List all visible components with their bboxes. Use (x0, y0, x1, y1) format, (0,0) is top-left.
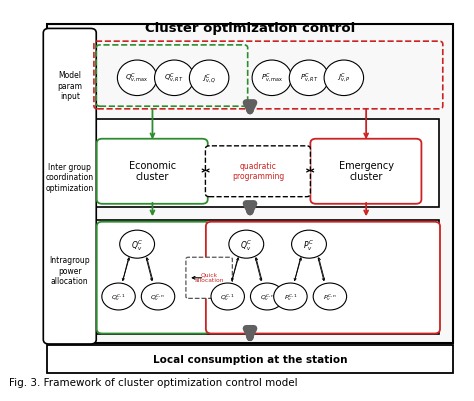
Text: $Q^{C,n}_v$: $Q^{C,n}_v$ (150, 292, 165, 302)
Text: Economic
cluster: Economic cluster (129, 160, 176, 182)
Text: $P^{C,n}_v$: $P^{C,n}_v$ (323, 292, 337, 302)
FancyBboxPatch shape (186, 257, 232, 299)
Ellipse shape (102, 284, 135, 310)
Text: Emergency
cluster: Emergency cluster (338, 160, 393, 182)
Text: $Q^C_v$: $Q^C_v$ (131, 237, 143, 252)
Text: Intragroup
power
allocation: Intragroup power allocation (49, 256, 90, 286)
Text: $P^{C,1}_v$: $P^{C,1}_v$ (283, 292, 297, 302)
Text: $Q^{C,n}_v$: $Q^{C,n}_v$ (260, 292, 275, 302)
FancyBboxPatch shape (205, 146, 310, 197)
Ellipse shape (118, 61, 157, 96)
Ellipse shape (250, 284, 284, 310)
Text: $P^C_v$: $P^C_v$ (303, 237, 315, 252)
Text: $J^C_{v,Q}$: $J^C_{v,Q}$ (202, 72, 216, 85)
Bar (95, 119, 439, 207)
Ellipse shape (120, 231, 155, 259)
Ellipse shape (324, 61, 364, 96)
Ellipse shape (313, 284, 346, 310)
Ellipse shape (252, 61, 292, 96)
Text: $J^C_{v,P}$: $J^C_{v,P}$ (337, 72, 351, 85)
Text: Model
param
input: Model param input (57, 71, 82, 101)
Text: $Q^{C,1}_v$: $Q^{C,1}_v$ (111, 292, 126, 302)
Text: quadratic
programming: quadratic programming (232, 162, 284, 181)
Bar (46, 345, 453, 373)
Text: $P^C_{v,\mathrm{max}}$: $P^C_{v,\mathrm{max}}$ (261, 72, 283, 85)
Text: $Q^C_{v,\mathrm{max}}$: $Q^C_{v,\mathrm{max}}$ (126, 72, 149, 85)
Ellipse shape (229, 231, 264, 259)
FancyBboxPatch shape (43, 29, 96, 344)
Bar (95, 220, 439, 334)
Text: Cluster optimization control: Cluster optimization control (145, 22, 355, 35)
Ellipse shape (292, 231, 327, 259)
Text: $Q^{C,1}_v$: $Q^{C,1}_v$ (220, 292, 235, 302)
FancyBboxPatch shape (97, 222, 210, 334)
Text: $Q^C_{v,RT}$: $Q^C_{v,RT}$ (164, 72, 184, 85)
Text: Quick
allocation: Quick allocation (194, 272, 224, 283)
Ellipse shape (273, 284, 307, 310)
Ellipse shape (190, 61, 229, 96)
Ellipse shape (289, 61, 329, 96)
Ellipse shape (211, 284, 245, 310)
Ellipse shape (155, 61, 194, 96)
Text: $Q^C_v$: $Q^C_v$ (240, 237, 253, 252)
Text: Local consumption at the station: Local consumption at the station (153, 354, 347, 365)
FancyBboxPatch shape (310, 140, 421, 204)
Text: Inter group
coordination
optimization: Inter group coordination optimization (46, 162, 94, 192)
Text: $P^C_{v,RT}$: $P^C_{v,RT}$ (300, 72, 318, 85)
Text: Fig. 3. Framework of cluster optimization control model: Fig. 3. Framework of cluster optimizatio… (9, 377, 298, 387)
Bar (46, 24, 453, 343)
Ellipse shape (141, 284, 175, 310)
FancyBboxPatch shape (206, 222, 440, 334)
FancyBboxPatch shape (97, 140, 208, 204)
